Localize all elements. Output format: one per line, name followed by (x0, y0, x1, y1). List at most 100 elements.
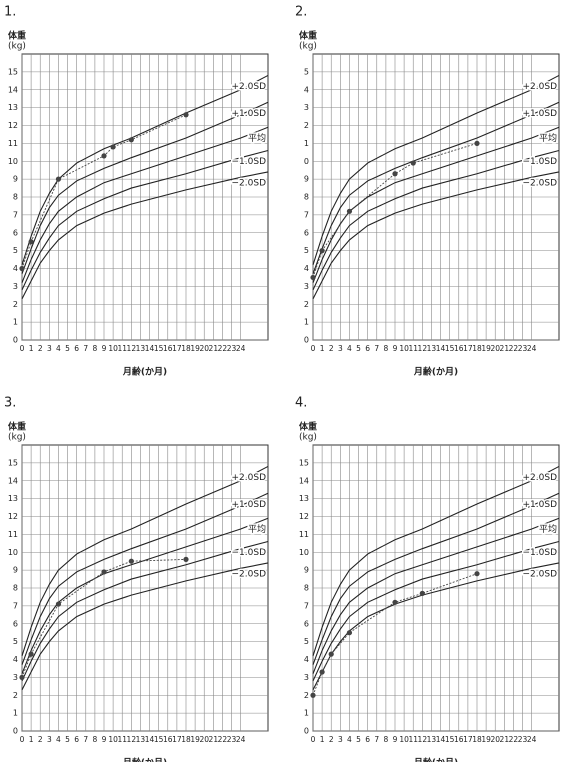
curve-label: −2.0SD (232, 178, 267, 188)
x-tick-label: 5 (356, 344, 361, 353)
x-tick-label: 24 (236, 344, 246, 353)
data-point (392, 171, 398, 177)
x-tick-label: 24 (527, 344, 537, 353)
curve-label: 平均 (248, 523, 266, 535)
x-tick-label: 13 (427, 735, 437, 744)
y-tick-label: 0 (13, 727, 18, 736)
x-tick-label: 5 (65, 344, 70, 353)
x-tick-label: 20 (490, 735, 500, 744)
y-tick-label: 4 (304, 655, 309, 664)
y-tick-label: 5 (13, 246, 18, 255)
data-point (28, 651, 34, 657)
reference-curve (312, 492, 560, 666)
y-tick-label: 12 (8, 512, 18, 521)
x-tick-label: 10 (108, 344, 118, 353)
x-tick-label: 21 (209, 735, 219, 744)
y-tick-label: 15 (8, 67, 18, 76)
data-point (346, 208, 353, 214)
curve-label: +1.0SD (523, 500, 558, 510)
data-point (101, 569, 107, 575)
x-tick-label: 16 (454, 735, 464, 744)
x-tick-label: 11 (117, 344, 127, 353)
x-tick-label: 10 (399, 344, 409, 353)
x-tick-label: 13 (136, 344, 146, 353)
x-tick-label: 9 (102, 344, 107, 353)
x-tick-label: 1 (29, 344, 34, 353)
data-point (419, 590, 425, 596)
data-point (346, 630, 353, 636)
curve-label: −2.0SD (523, 569, 558, 579)
chart-label: 4. (295, 396, 307, 411)
x-tick-label: 20 (199, 735, 209, 744)
data-point (319, 248, 325, 254)
x-tick-label: 3 (47, 344, 52, 353)
reference-curve (21, 540, 269, 682)
x-tick-label: 12 (127, 735, 137, 744)
data-point (101, 153, 107, 159)
y-tick-label: 11 (299, 530, 309, 539)
y-tick-label: 13 (8, 103, 18, 112)
reference-curve (21, 492, 269, 666)
y-tick-label: 9 (304, 175, 309, 184)
data-point (474, 140, 480, 146)
x-tick-label: 17 (463, 344, 473, 353)
x-tick-label: 24 (236, 735, 246, 744)
x-axis-label: 月齢(か月) (413, 366, 458, 378)
x-tick-label: 4 (56, 344, 61, 353)
x-tick-label: 6 (74, 735, 79, 744)
x-tick-label: 1 (320, 735, 325, 744)
x-tick-label: 13 (136, 735, 146, 744)
y-tick-label: 5 (304, 67, 309, 76)
y-axis-unit: (kg) (8, 42, 26, 52)
y-tick-label: 8 (13, 193, 18, 202)
x-tick-label: 14 (145, 735, 155, 744)
x-tick-label: 1 (29, 735, 34, 744)
chart-label: 1. (4, 5, 16, 20)
data-point (328, 651, 334, 657)
x-tick-label: 13 (427, 344, 437, 353)
x-tick-label: 8 (383, 735, 388, 744)
data-point (410, 160, 416, 166)
y-tick-label: 4 (304, 264, 309, 273)
x-tick-label: 15 (445, 735, 455, 744)
x-tick-label: 16 (163, 735, 173, 744)
y-tick-label: 15 (299, 458, 309, 467)
x-tick-label: 5 (356, 735, 361, 744)
y-tick-label: 12 (8, 121, 18, 130)
x-axis-label: 月齢(か月) (122, 757, 167, 762)
y-tick-label: 12 (299, 512, 309, 521)
data-point (474, 571, 480, 577)
y-axis-unit: (kg) (8, 433, 26, 443)
x-tick-label: 18 (472, 344, 482, 353)
y-axis-label: 体重 (8, 421, 26, 433)
x-tick-label: 2 (38, 735, 43, 744)
reference-curve (21, 149, 269, 291)
reference-curve (312, 517, 560, 675)
x-tick-label: 7 (374, 344, 379, 353)
chart-label: 2. (295, 5, 307, 20)
x-tick-label: 16 (454, 344, 464, 353)
x-tick-label: 15 (154, 735, 164, 744)
curve-label: +2.0SD (232, 82, 267, 92)
reference-curve (312, 74, 560, 266)
x-tick-label: 11 (408, 344, 418, 353)
curve-label: −2.0SD (523, 178, 558, 188)
y-tick-label: 3 (13, 673, 18, 682)
x-tick-label: 6 (365, 344, 370, 353)
reference-curve (312, 562, 560, 691)
x-tick-label: 0 (20, 344, 25, 353)
y-tick-label: 1 (304, 318, 309, 327)
x-tick-label: 4 (347, 735, 352, 744)
x-tick-label: 23 (518, 344, 528, 353)
curve-label: +1.0SD (523, 109, 558, 119)
curve-label: +2.0SD (523, 473, 558, 483)
x-tick-label: 2 (38, 344, 43, 353)
y-tick-label: 1 (304, 139, 309, 148)
y-tick-label: 2 (13, 300, 18, 309)
y-tick-label: 5 (304, 637, 309, 646)
x-tick-label: 3 (338, 344, 343, 353)
x-tick-label: 19 (481, 344, 491, 353)
y-tick-label: 1 (13, 318, 18, 327)
curve-label: 平均 (248, 132, 266, 144)
y-tick-label: 5 (13, 637, 18, 646)
